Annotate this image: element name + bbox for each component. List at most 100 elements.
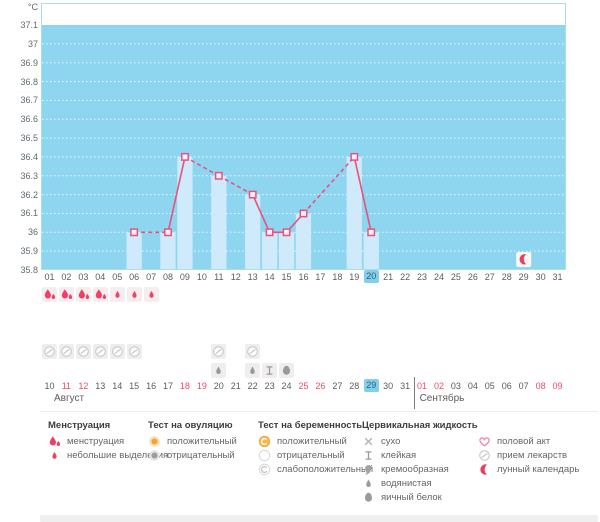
spotting-cell-day-5[interactable] (109, 287, 125, 302)
calendar-date-sep-06[interactable]: 06 (501, 381, 512, 391)
cycle-day-02[interactable]: 02 (61, 272, 72, 282)
calendar-date-aug-21[interactable]: 21 (230, 381, 241, 391)
medication-cell-day-13[interactable] (245, 344, 261, 359)
medication-cell-day-5[interactable] (109, 344, 125, 359)
temp-point-day-11[interactable] (214, 171, 223, 180)
cycle-day-12[interactable]: 12 (230, 272, 241, 282)
calendar-date-sep-07[interactable]: 07 (518, 381, 529, 391)
cycle-day-15[interactable]: 15 (281, 272, 292, 282)
y-tick-37: 37 (27, 38, 38, 49)
legend-item-pill: прием лекарств (478, 448, 579, 462)
temp-point-day-15[interactable] (282, 228, 291, 237)
fluid-watery-cell-day-11[interactable] (211, 363, 227, 378)
legend-group-0: Менструация менструация небольшие выделени… (48, 419, 168, 462)
calendar-date-aug-26[interactable]: 26 (315, 381, 326, 391)
menstruation-cell-day-1[interactable] (41, 287, 57, 302)
calendar-date-sep-04[interactable]: 04 (467, 381, 478, 391)
temp-point-day-19[interactable] (350, 152, 359, 161)
cycle-day-19[interactable]: 19 (349, 272, 360, 282)
calendar-date-aug-13[interactable]: 13 (95, 381, 106, 391)
cycle-day-26[interactable]: 26 (467, 272, 478, 282)
cycle-day-21[interactable]: 21 (383, 272, 394, 282)
calendar-date-aug-20[interactable]: 20 (213, 381, 224, 391)
cycle-day-07[interactable]: 07 (146, 272, 157, 282)
medication-cell-day-4[interactable] (92, 344, 108, 359)
cycle-day-29[interactable]: 29 (518, 272, 529, 282)
cycle-day-31[interactable]: 31 (552, 272, 563, 282)
legend-item-watery: водянистая (362, 476, 478, 490)
calendar-date-aug-30[interactable]: 30 (383, 381, 394, 391)
cycle-day-11[interactable]: 11 (214, 272, 224, 282)
temp-point-day-16[interactable] (299, 209, 308, 218)
medication-cell-day-6[interactable] (126, 344, 142, 359)
temp-point-day-8[interactable] (164, 228, 172, 237)
cycle-day-25[interactable]: 25 (450, 272, 461, 282)
calendar-date-aug-23[interactable]: 23 (264, 381, 275, 391)
medication-cell-day-3[interactable] (75, 344, 91, 359)
temp-unit-label: °C (27, 2, 38, 12)
preg-pos-icon (258, 435, 271, 447)
calendar-date-aug-10[interactable]: 10 (44, 381, 55, 391)
calendar-date-aug-18[interactable]: 18 (179, 381, 190, 391)
cycle-day-10[interactable]: 10 (196, 272, 207, 282)
temp-point-day-6[interactable] (130, 228, 139, 237)
menstruation-cell-day-2[interactable] (58, 287, 74, 302)
cycle-day-17[interactable]: 17 (315, 272, 326, 282)
temp-point-day-9[interactable] (181, 152, 189, 161)
spotting-cell-day-6[interactable] (126, 287, 142, 302)
cycle-day-14[interactable]: 14 (264, 272, 275, 282)
calendar-date-sep-02[interactable]: 02 (433, 381, 444, 391)
calendar-date-aug-16[interactable]: 16 (146, 381, 157, 391)
cycle-day-20[interactable]: 20 (363, 270, 379, 283)
fluid-sticky-cell-day-14[interactable] (262, 363, 278, 378)
calendar-date-sep-03[interactable]: 03 (450, 381, 461, 391)
cycle-day-27[interactable]: 27 (484, 272, 495, 282)
calendar-date-aug-12[interactable]: 12 (78, 381, 89, 391)
cycle-day-18[interactable]: 18 (332, 272, 343, 282)
cycle-day-04[interactable]: 04 (95, 272, 106, 282)
fluid-eggwhite-cell-day-15[interactable] (279, 363, 295, 378)
cycle-day-01[interactable]: 01 (44, 272, 55, 282)
calendar-date-aug-25[interactable]: 25 (298, 381, 309, 391)
spotting-cell-day-7[interactable] (143, 287, 159, 302)
cycle-day-23[interactable]: 23 (417, 272, 428, 282)
temp-point-day-14[interactable] (265, 228, 274, 237)
calendar-date-aug-19[interactable]: 19 (196, 381, 207, 391)
legend-item-label: отрицательный (167, 449, 235, 461)
calendar-date-sep-01[interactable]: 01 (417, 381, 428, 391)
calendar-date-sep-08[interactable]: 08 (535, 381, 546, 391)
calendar-date-aug-27[interactable]: 27 (332, 381, 343, 391)
fluid-watery-cell-day-13[interactable] (245, 363, 261, 378)
calendar-date-aug-24[interactable]: 24 (281, 381, 292, 391)
cycle-day-24[interactable]: 24 (433, 272, 444, 282)
calendar-date-aug-22[interactable]: 22 (247, 381, 258, 391)
cycle-day-05[interactable]: 05 (112, 272, 123, 282)
temp-point-day-20[interactable] (367, 228, 376, 237)
medication-cell-day-2[interactable] (58, 344, 74, 359)
calendar-date-aug-29[interactable]: 29 (363, 379, 379, 392)
medication-cell-day-1[interactable] (41, 344, 57, 359)
cycle-day-13[interactable]: 13 (247, 272, 258, 282)
cycle-day-08[interactable]: 08 (163, 272, 174, 282)
calendar-date-aug-15[interactable]: 15 (129, 381, 140, 391)
cycle-day-22[interactable]: 22 (400, 272, 411, 282)
calendar-date-aug-28[interactable]: 28 (349, 381, 360, 391)
medication-cell-day-11[interactable] (211, 344, 227, 359)
calendar-date-sep-09[interactable]: 09 (552, 381, 563, 391)
calendar-date-aug-17[interactable]: 17 (163, 381, 174, 391)
menstruation-cell-day-3[interactable] (75, 287, 91, 302)
calendar-date-aug-11[interactable]: 11 (61, 381, 72, 391)
temp-point-day-13[interactable] (248, 190, 257, 199)
cycle-day-28[interactable]: 28 (501, 272, 512, 282)
cycle-day-06[interactable]: 06 (129, 272, 140, 282)
cycle-day-30[interactable]: 30 (535, 272, 546, 282)
cycle-day-03[interactable]: 03 (78, 272, 89, 282)
menstruation-cell-day-4[interactable] (92, 287, 108, 302)
legend-item-label: водянистая (381, 477, 432, 489)
calendar-date-sep-05[interactable]: 05 (484, 381, 495, 391)
calendar-date-aug-31[interactable]: 31 (400, 381, 411, 391)
cycle-day-09[interactable]: 09 (179, 272, 190, 282)
cycle-day-16[interactable]: 16 (298, 272, 309, 282)
calendar-date-aug-14[interactable]: 14 (112, 381, 123, 391)
